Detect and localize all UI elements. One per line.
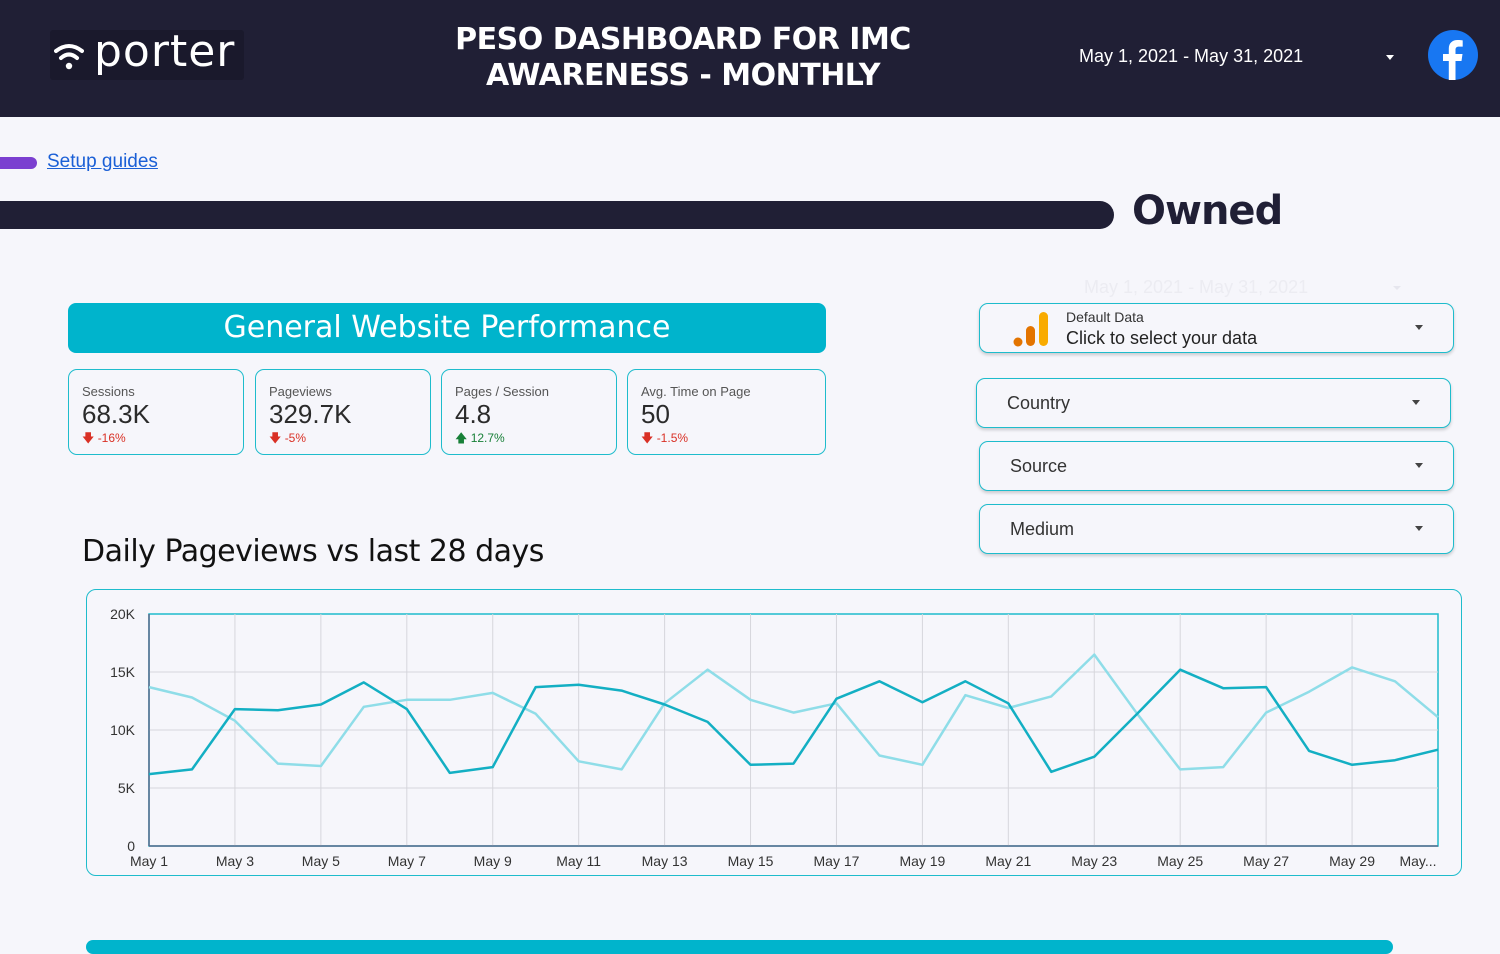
date-range-picker[interactable]: May 1, 2021 - May 31, 2021 [1079, 46, 1304, 66]
series-line-current [148, 668, 1439, 776]
arrow-down-icon: 🡇 [269, 431, 282, 445]
source-filter[interactable]: Source [979, 441, 1454, 491]
section-divider-bar [0, 201, 1114, 229]
y-tick-label: 5K [118, 780, 136, 796]
x-tick-label: May 1 [130, 853, 168, 869]
line-chart: 0 5K 10K 15K 20K May 1 May 3 May 5 May 7 May 9 May… [110, 606, 1439, 869]
x-tick-label: May 17 [814, 853, 860, 869]
x-tick-label: May 3 [216, 853, 254, 869]
x-tick-label: May 13 [642, 853, 688, 869]
chevron-down-icon[interactable] [1393, 286, 1401, 290]
arrow-down-icon: 🡇 [641, 431, 654, 445]
x-tick-label: May 11 [556, 853, 601, 869]
x-tick-label: May 29 [1329, 853, 1375, 869]
kpi-label: Avg. Time on Page [641, 384, 751, 399]
data-source-prompt: Click to select your data [1066, 328, 1258, 348]
x-tick-label: May 7 [388, 853, 426, 869]
setup-accent-bar [0, 157, 37, 169]
kpi-value: 50 [641, 399, 670, 429]
x-tick-label: May 23 [1071, 853, 1117, 869]
page-title: PESO DASHBOARD FOR IMC AWARENESS - MONTH… [440, 22, 926, 94]
x-tick-label: May... [1399, 853, 1436, 869]
data-source-selector[interactable]: Default Data Click to select your data [979, 303, 1454, 353]
analytics-icon [1013, 312, 1048, 347]
title-line-2: AWARENESS - MONTHLY [486, 58, 880, 93]
chevron-down-icon[interactable] [1415, 463, 1423, 468]
kpi-delta: 🡇 -16% [82, 431, 126, 445]
kpi-card-sessions: Sessions 68.3K 🡇 -16% [68, 369, 244, 455]
x-tick-label: May 5 [302, 853, 340, 869]
x-tick-label: May 9 [474, 853, 512, 869]
kpi-delta: 🡇 -1.5% [641, 431, 689, 445]
porter-logo: porter [50, 26, 244, 80]
data-source-name: Default Data [1066, 309, 1144, 325]
next-section-banner [86, 940, 1393, 954]
chevron-down-icon[interactable] [1412, 400, 1420, 405]
series-line-previous [148, 653, 1439, 771]
y-tick-label: 20K [110, 606, 136, 622]
arrow-up-icon: 🡅 [455, 431, 468, 445]
wifi-icon [54, 44, 84, 70]
kpi-value: 4.8 [455, 399, 492, 429]
kpi-value: 68.3K [82, 399, 150, 429]
kpi-card-pageviews: Pageviews 329.7K 🡇 -5% [255, 369, 431, 455]
arrow-down-icon: 🡇 [82, 431, 95, 445]
kpi-card-avg-time-on-page: Avg. Time on Page 50 🡇 -1.5% [627, 369, 826, 455]
x-tick-label: May 19 [899, 853, 945, 869]
facebook-icon[interactable] [1428, 30, 1478, 80]
kpi-label: Pageviews [269, 384, 332, 399]
source-filter-label: Source [1010, 456, 1068, 476]
faint-date-range[interactable]: May 1, 2021 - May 31, 2021 [1084, 277, 1309, 297]
logo-text: porter [94, 26, 236, 77]
kpi-card-pages-per-session: Pages / Session 4.8 🡅 12.7% [441, 369, 617, 455]
y-tick-label: 10K [110, 722, 136, 738]
dashboard-header: porter PESO DASHBOARD FOR IMC AWARENESS … [0, 0, 1500, 117]
kpi-label: Sessions [82, 384, 135, 399]
chart-title: Daily Pageviews vs last 28 days [82, 534, 544, 569]
medium-filter[interactable]: Medium [979, 504, 1454, 554]
y-tick-label: 0 [127, 838, 135, 854]
title-line-1: PESO DASHBOARD FOR IMC [455, 22, 911, 57]
y-tick-label: 15K [110, 664, 136, 680]
chevron-down-icon[interactable] [1386, 55, 1394, 60]
section-title: Owned [1132, 188, 1283, 234]
x-tick-label: May 15 [728, 853, 774, 869]
x-tick-label: May 27 [1243, 853, 1289, 869]
kpi-label: Pages / Session [455, 384, 549, 399]
x-tick-label: May 21 [985, 853, 1031, 869]
performance-banner: General Website Performance [68, 303, 826, 353]
country-filter[interactable]: Country [976, 378, 1451, 428]
country-filter-label: Country [1007, 393, 1071, 413]
kpi-delta: 🡇 -5% [269, 431, 307, 445]
medium-filter-label: Medium [1010, 519, 1075, 539]
x-tick-label: May 25 [1157, 853, 1203, 869]
setup-guides-link[interactable]: Setup guides [47, 151, 158, 172]
pageviews-chart: 0 5K 10K 15K 20K May 1 May 3 May 5 May 7 May 9 May… [86, 589, 1462, 876]
chevron-down-icon[interactable] [1415, 325, 1423, 330]
chevron-down-icon[interactable] [1415, 526, 1423, 531]
kpi-value: 329.7K [269, 399, 352, 429]
kpi-delta: 🡅 12.7% [455, 431, 505, 445]
